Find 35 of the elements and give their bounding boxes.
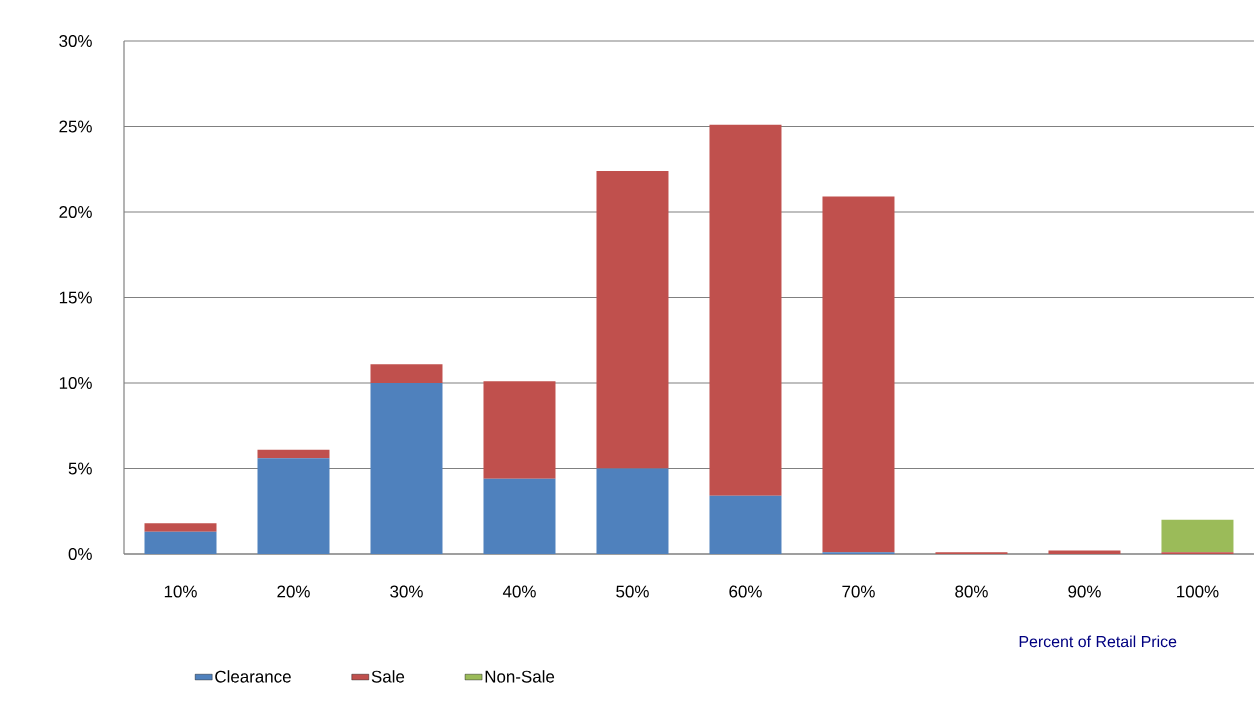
bar bbox=[596, 468, 669, 554]
bar bbox=[257, 458, 330, 554]
x-tick-label: 30% bbox=[390, 585, 423, 598]
y-tick-label: 10% bbox=[59, 377, 92, 389]
x-tick-label: 40% bbox=[502, 585, 536, 598]
y-tick-label: 0% bbox=[68, 548, 92, 560]
bar bbox=[596, 170, 669, 469]
x-tick-label: 70% bbox=[842, 585, 875, 598]
x-tick-label: 10% bbox=[164, 585, 197, 598]
legend-label: Non-Sale bbox=[485, 670, 555, 683]
bar bbox=[709, 124, 782, 496]
bar bbox=[483, 478, 556, 554]
x-tick-label: 80% bbox=[955, 585, 988, 598]
x-tick-label: 60% bbox=[729, 585, 762, 598]
y-tick-label: 5% bbox=[68, 462, 92, 475]
x-tick-label: 50% bbox=[616, 585, 649, 598]
y-tick-label: 15% bbox=[59, 291, 92, 304]
bar bbox=[257, 449, 330, 459]
bar bbox=[370, 383, 443, 554]
bar bbox=[370, 364, 443, 383]
y-tick-label: 30% bbox=[59, 35, 92, 47]
bar bbox=[483, 381, 556, 479]
bar bbox=[144, 523, 217, 532]
legend-label: Sale bbox=[371, 670, 405, 683]
x-tick-label: 100% bbox=[1177, 585, 1219, 598]
x-tick-label: 90% bbox=[1068, 585, 1101, 598]
y-tick-label: 20% bbox=[59, 206, 92, 218]
y-tick-label: 25% bbox=[59, 120, 92, 133]
bar bbox=[709, 495, 782, 554]
x-tick-label: 20% bbox=[277, 585, 310, 598]
bar bbox=[1161, 519, 1234, 553]
bar bbox=[144, 531, 217, 554]
x-axis-title: Percent of Retail Price bbox=[1019, 635, 1177, 648]
bar bbox=[822, 196, 895, 553]
legend-label: Clearance bbox=[215, 670, 291, 683]
